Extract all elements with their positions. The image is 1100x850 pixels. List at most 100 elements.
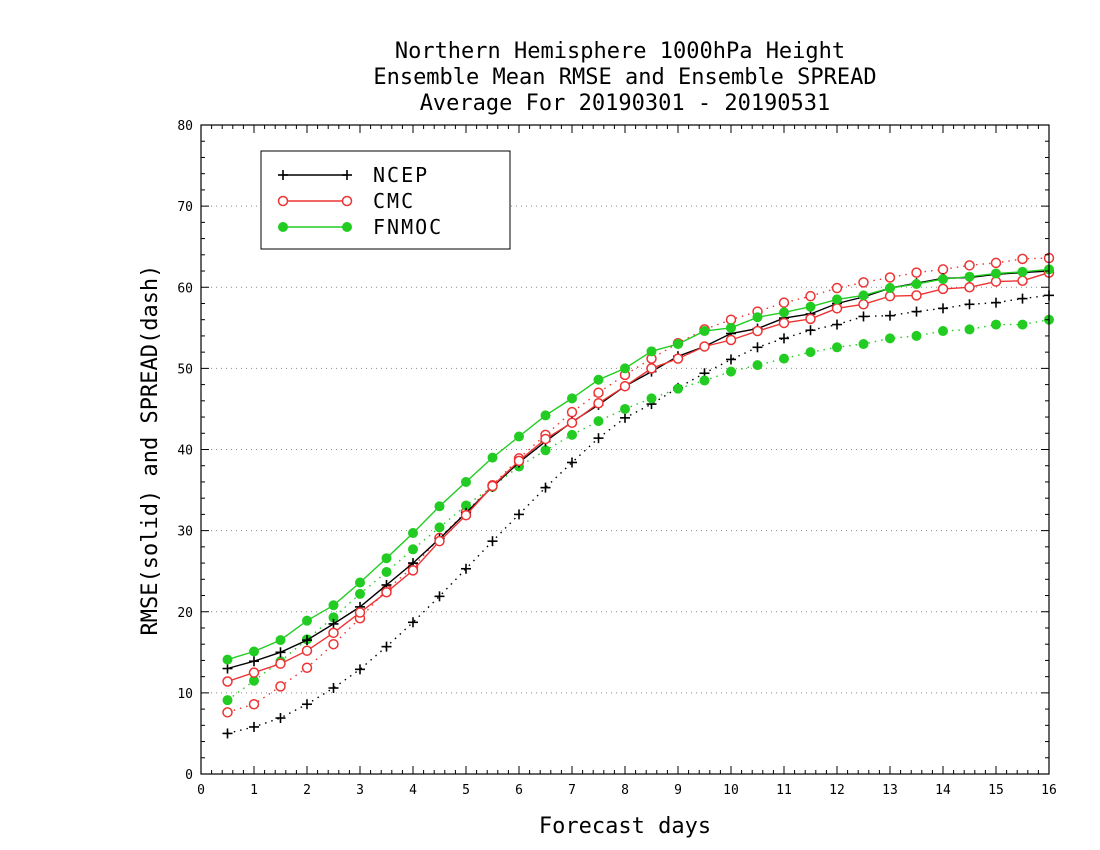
data-point-fnmoc-rmse bbox=[275, 635, 286, 646]
data-point-fnmoc-spread bbox=[1017, 319, 1028, 330]
y-tick-label: 0 bbox=[185, 768, 193, 783]
legend-marker-ncep bbox=[342, 170, 352, 180]
data-point-ncep-rmse bbox=[275, 647, 286, 658]
data-point-ncep-rmse bbox=[328, 618, 339, 629]
x-tick-label: 14 bbox=[935, 783, 951, 798]
x-tick-label: 7 bbox=[568, 783, 576, 798]
data-point-cmc-spread bbox=[964, 260, 975, 271]
data-point-cmc-rmse bbox=[752, 325, 763, 337]
data-point-cmc-rmse bbox=[619, 380, 631, 392]
data-point-ncep-spread bbox=[355, 664, 365, 675]
data-point-cmc-rmse bbox=[460, 509, 472, 521]
data-point-ncep-spread bbox=[434, 591, 445, 602]
data-point-fnmoc-spread bbox=[222, 695, 233, 706]
data-point-ncep-spread bbox=[222, 728, 233, 739]
data-point-ncep-spread bbox=[858, 311, 869, 322]
data-point-ncep-spread bbox=[911, 306, 922, 317]
data-point-cmc-spread bbox=[990, 257, 1002, 269]
data-point-fnmoc-rmse bbox=[726, 322, 736, 333]
data-point-ncep-spread bbox=[779, 333, 789, 344]
data-point-ncep-rmse bbox=[222, 663, 233, 674]
data-point-cmc-rmse bbox=[858, 299, 869, 310]
data-point-fnmoc-rmse bbox=[832, 294, 842, 305]
data-point-fnmoc-rmse bbox=[938, 274, 948, 285]
data-point-ncep-spread bbox=[381, 641, 392, 652]
data-point-fnmoc-rmse bbox=[858, 290, 869, 301]
data-point-ncep-spread bbox=[964, 299, 975, 310]
data-point-fnmoc-rmse bbox=[646, 346, 657, 357]
y-tick-label: 70 bbox=[177, 200, 193, 215]
legend-box bbox=[260, 150, 511, 250]
x-tick-label: 9 bbox=[674, 783, 682, 798]
series-line-fnmoc-spread bbox=[227, 319, 1050, 701]
data-point-fnmoc-spread bbox=[355, 588, 365, 599]
data-point-ncep-spread bbox=[1017, 293, 1028, 304]
data-point-cmc-rmse bbox=[566, 417, 578, 428]
data-point-fnmoc-spread bbox=[752, 360, 763, 371]
data-point-cmc-rmse bbox=[672, 353, 684, 364]
legend-marker-fnmoc bbox=[278, 222, 288, 232]
data-point-fnmoc-rmse bbox=[620, 363, 630, 374]
data-point-cmc-spread bbox=[1017, 253, 1028, 265]
data-point-cmc-rmse bbox=[725, 334, 737, 346]
data-point-fnmoc-rmse bbox=[885, 283, 895, 294]
data-point-fnmoc-rmse bbox=[699, 326, 710, 337]
chart-title-line-2: Ensemble Mean RMSE and Ensemble SPREAD bbox=[373, 65, 876, 90]
data-point-ncep-spread bbox=[832, 319, 842, 330]
series-layer bbox=[222, 252, 1055, 739]
data-point-cmc-spread bbox=[858, 277, 869, 288]
chart-title-line-1: Northern Hemisphere 1000hPa Height bbox=[395, 39, 845, 64]
data-point-fnmoc-rmse bbox=[302, 615, 312, 626]
y-tick-label: 60 bbox=[177, 281, 193, 296]
data-point-fnmoc-spread bbox=[620, 403, 630, 414]
data-point-fnmoc-rmse bbox=[487, 452, 498, 463]
x-tick-label: 2 bbox=[303, 783, 311, 798]
data-point-ncep-spread bbox=[328, 683, 339, 694]
data-point-fnmoc-spread bbox=[885, 333, 895, 344]
legend-marker-cmc bbox=[341, 195, 353, 207]
data-point-ncep-spread bbox=[540, 482, 551, 493]
data-point-cmc-spread bbox=[275, 681, 286, 692]
data-point-fnmoc-spread bbox=[593, 416, 604, 427]
data-point-cmc-rmse bbox=[646, 363, 657, 374]
x-axis-label: Forecast days bbox=[539, 814, 711, 839]
x-tick-label: 10 bbox=[723, 783, 739, 798]
data-point-cmc-spread bbox=[884, 272, 896, 283]
data-point-ncep-spread bbox=[805, 325, 816, 336]
legend-marker-fnmoc bbox=[342, 222, 352, 232]
data-point-fnmoc-rmse bbox=[1017, 266, 1028, 277]
x-tick-label: 1 bbox=[250, 783, 258, 798]
data-point-cmc-rmse bbox=[407, 565, 419, 576]
x-tick-label: 13 bbox=[882, 783, 898, 798]
data-point-fnmoc-rmse bbox=[514, 431, 524, 442]
data-point-fnmoc-rmse bbox=[779, 307, 789, 318]
data-point-cmc-rmse bbox=[222, 676, 233, 687]
data-point-fnmoc-spread bbox=[408, 544, 418, 555]
data-point-ncep-spread bbox=[461, 563, 471, 574]
x-tick-label: 16 bbox=[1041, 783, 1057, 798]
data-point-ncep-spread bbox=[593, 433, 604, 444]
data-point-cmc-spread bbox=[566, 406, 578, 418]
data-point-fnmoc-rmse bbox=[805, 301, 816, 312]
data-point-ncep-spread bbox=[726, 354, 736, 365]
data-point-cmc-rmse bbox=[540, 433, 551, 445]
x-tick-label: 8 bbox=[621, 783, 629, 798]
data-point-cmc-spread bbox=[222, 707, 233, 718]
data-point-fnmoc-rmse bbox=[540, 410, 551, 421]
data-point-cmc-rmse bbox=[964, 282, 975, 293]
data-point-ncep-spread bbox=[938, 303, 948, 314]
data-point-cmc-rmse bbox=[937, 283, 949, 295]
data-point-ncep-spread bbox=[885, 310, 895, 321]
data-point-cmc-rmse bbox=[805, 313, 816, 325]
data-point-fnmoc-rmse bbox=[408, 528, 418, 539]
data-point-fnmoc-spread bbox=[646, 393, 657, 404]
data-point-ncep-spread bbox=[752, 342, 763, 353]
y-tick-label: 80 bbox=[177, 119, 193, 134]
data-point-fnmoc-spread bbox=[699, 375, 710, 386]
y-axis-label: RMSE(solid) and SPREAD(dash) bbox=[138, 265, 163, 636]
data-point-fnmoc-rmse bbox=[567, 393, 577, 404]
legend-label-fnmoc: FNMOC bbox=[373, 215, 443, 239]
legend-marker-cmc bbox=[277, 195, 289, 207]
data-point-cmc-spread bbox=[937, 264, 949, 275]
